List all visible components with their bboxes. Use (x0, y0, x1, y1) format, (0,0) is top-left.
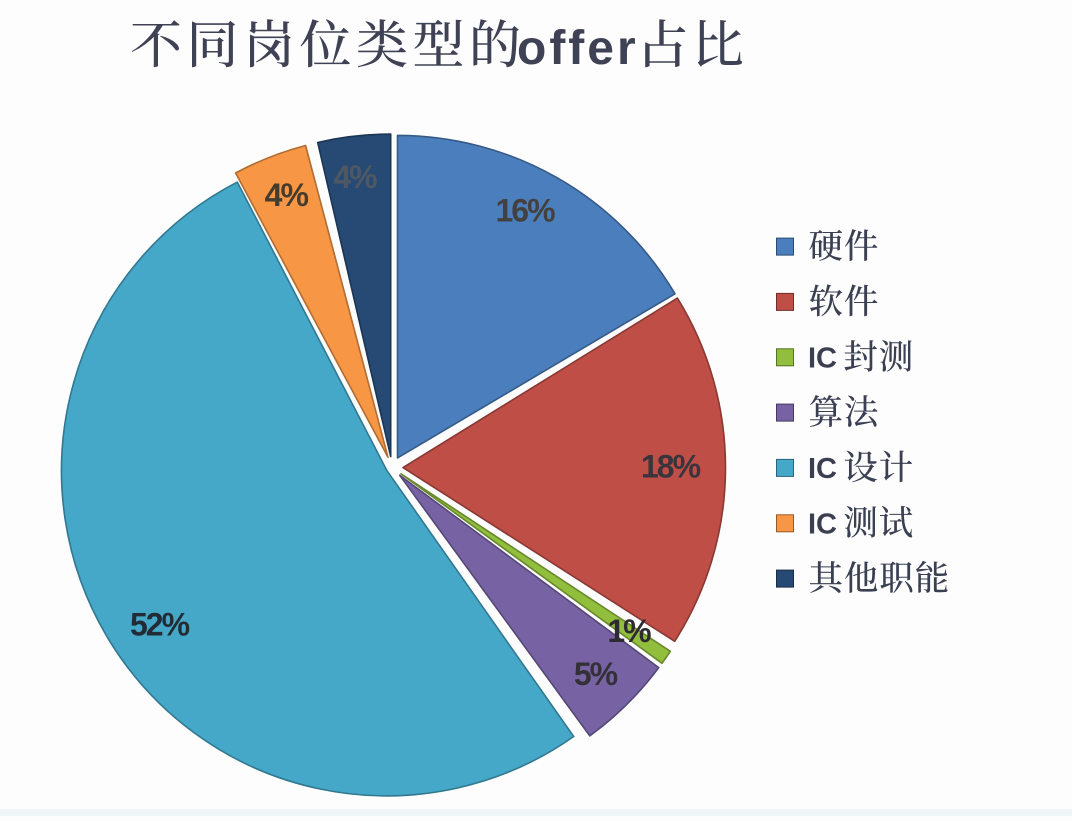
svg-text:4%: 4% (333, 159, 377, 195)
svg-text:offer: offer (517, 22, 639, 75)
svg-text:5%: 5% (574, 656, 618, 692)
svg-text:4%: 4% (265, 177, 309, 213)
svg-text:16%: 16% (495, 193, 555, 229)
svg-text:IC: IC (808, 508, 837, 540)
svg-text:18%: 18% (641, 449, 701, 485)
svg-text:IC: IC (808, 342, 837, 374)
svg-text:52%: 52% (130, 607, 190, 643)
svg-text:IC: IC (808, 453, 837, 485)
svg-text:1%: 1% (607, 613, 651, 649)
